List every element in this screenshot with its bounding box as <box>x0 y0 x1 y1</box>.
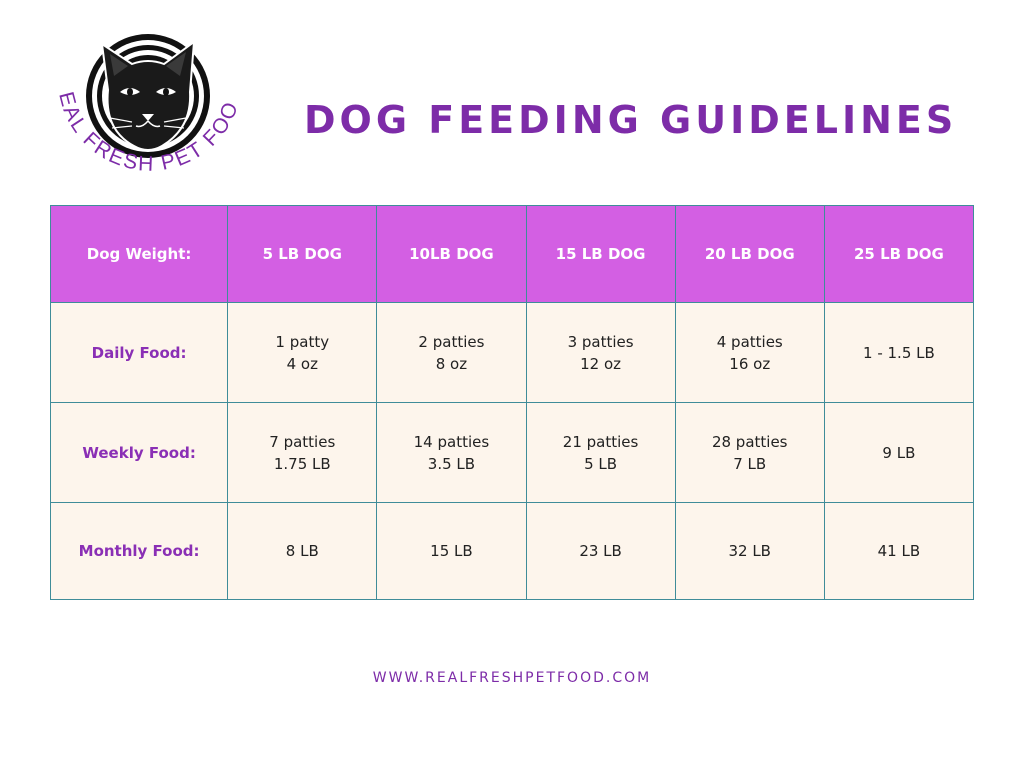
row-label-cell: Monthly Food: <box>49 502 229 600</box>
table-row-weekly: Weekly Food: 7 patties 1.75 LB 14 pattie… <box>49 402 975 503</box>
table-cell: 3 patties 12 oz <box>525 302 676 403</box>
cell-line: 2 patties <box>418 332 485 351</box>
table-row-daily: Daily Food: 1 patty 4 oz 2 patties 8 oz … <box>49 302 975 403</box>
cell-line: 12 oz <box>580 354 622 373</box>
cell-line: 4 oz <box>286 354 318 373</box>
header-column-cell: 25 LB DOG <box>823 205 975 303</box>
page-title: DOG FEEDING GUIDELINES <box>304 98 958 142</box>
table-row-monthly: Monthly Food: 8 LB 15 LB 23 LB 32 LB 41 … <box>49 502 975 600</box>
cell-line: 1 patty <box>275 332 330 351</box>
table-cell: 4 patties 16 oz <box>674 302 825 403</box>
cell-line: 28 patties <box>711 432 788 451</box>
table-cell: 23 LB <box>525 502 676 600</box>
table-cell: 15 LB <box>376 502 527 600</box>
cell-line: 9 LB <box>882 443 916 462</box>
cell-line: 32 LB <box>728 542 771 560</box>
cat-face-icon: REAL FRESH PET FOOD <box>44 30 242 176</box>
table-cell: 41 LB <box>823 502 975 600</box>
cell-line: 5 LB <box>584 454 618 473</box>
cell-line: 1 - 1.5 LB <box>863 343 935 362</box>
feeding-table: Dog Weight: 5 LB DOG 10LB DOG 15 LB DOG … <box>49 205 975 600</box>
cell-line: 8 LB <box>285 542 319 560</box>
cell-line: 15 LB <box>430 542 473 560</box>
header-label-cell: Dog Weight: <box>49 205 229 303</box>
table-cell: 1 patty 4 oz <box>227 302 378 403</box>
table-cell: 9 LB <box>823 402 975 503</box>
cell-line: 7 LB <box>733 454 767 473</box>
header-column-cell: 5 LB DOG <box>227 205 378 303</box>
table-cell: 8 LB <box>227 502 378 600</box>
cell-line: 41 LB <box>877 542 921 560</box>
cell-line: 3 patties <box>567 332 634 351</box>
cell-line: 14 patties <box>413 432 490 451</box>
table-cell: 7 patties 1.75 LB <box>227 402 378 503</box>
cell-line: 8 oz <box>435 354 468 373</box>
table-header-row: Dog Weight: 5 LB DOG 10LB DOG 15 LB DOG … <box>49 205 975 303</box>
table-cell: 2 patties 8 oz <box>376 302 527 403</box>
cell-line: 21 patties <box>562 432 639 451</box>
cell-line: 1.75 LB <box>273 454 331 473</box>
cell-line: 4 patties <box>716 332 783 351</box>
header-column-cell: 15 LB DOG <box>525 205 676 303</box>
table-cell: 14 patties 3.5 LB <box>376 402 527 503</box>
table-cell: 1 - 1.5 LB <box>823 302 975 403</box>
website-link[interactable]: WWW.REALFRESHPETFOOD.COM <box>372 670 652 686</box>
table-cell: 32 LB <box>674 502 825 600</box>
cell-line: 3.5 LB <box>427 454 476 473</box>
brand-logo: REAL FRESH PET FOOD <box>44 30 254 200</box>
cell-line: 16 oz <box>729 354 771 373</box>
row-label-cell: Daily Food: <box>49 302 229 403</box>
header-column-cell: 10LB DOG <box>376 205 527 303</box>
cell-line: 23 LB <box>579 542 622 560</box>
cell-line: 7 patties <box>269 432 336 451</box>
header-column-cell: 20 LB DOG <box>674 205 825 303</box>
row-label-cell: Weekly Food: <box>49 402 229 503</box>
table-cell: 21 patties 5 LB <box>525 402 676 503</box>
table-cell: 28 patties 7 LB <box>674 402 825 503</box>
